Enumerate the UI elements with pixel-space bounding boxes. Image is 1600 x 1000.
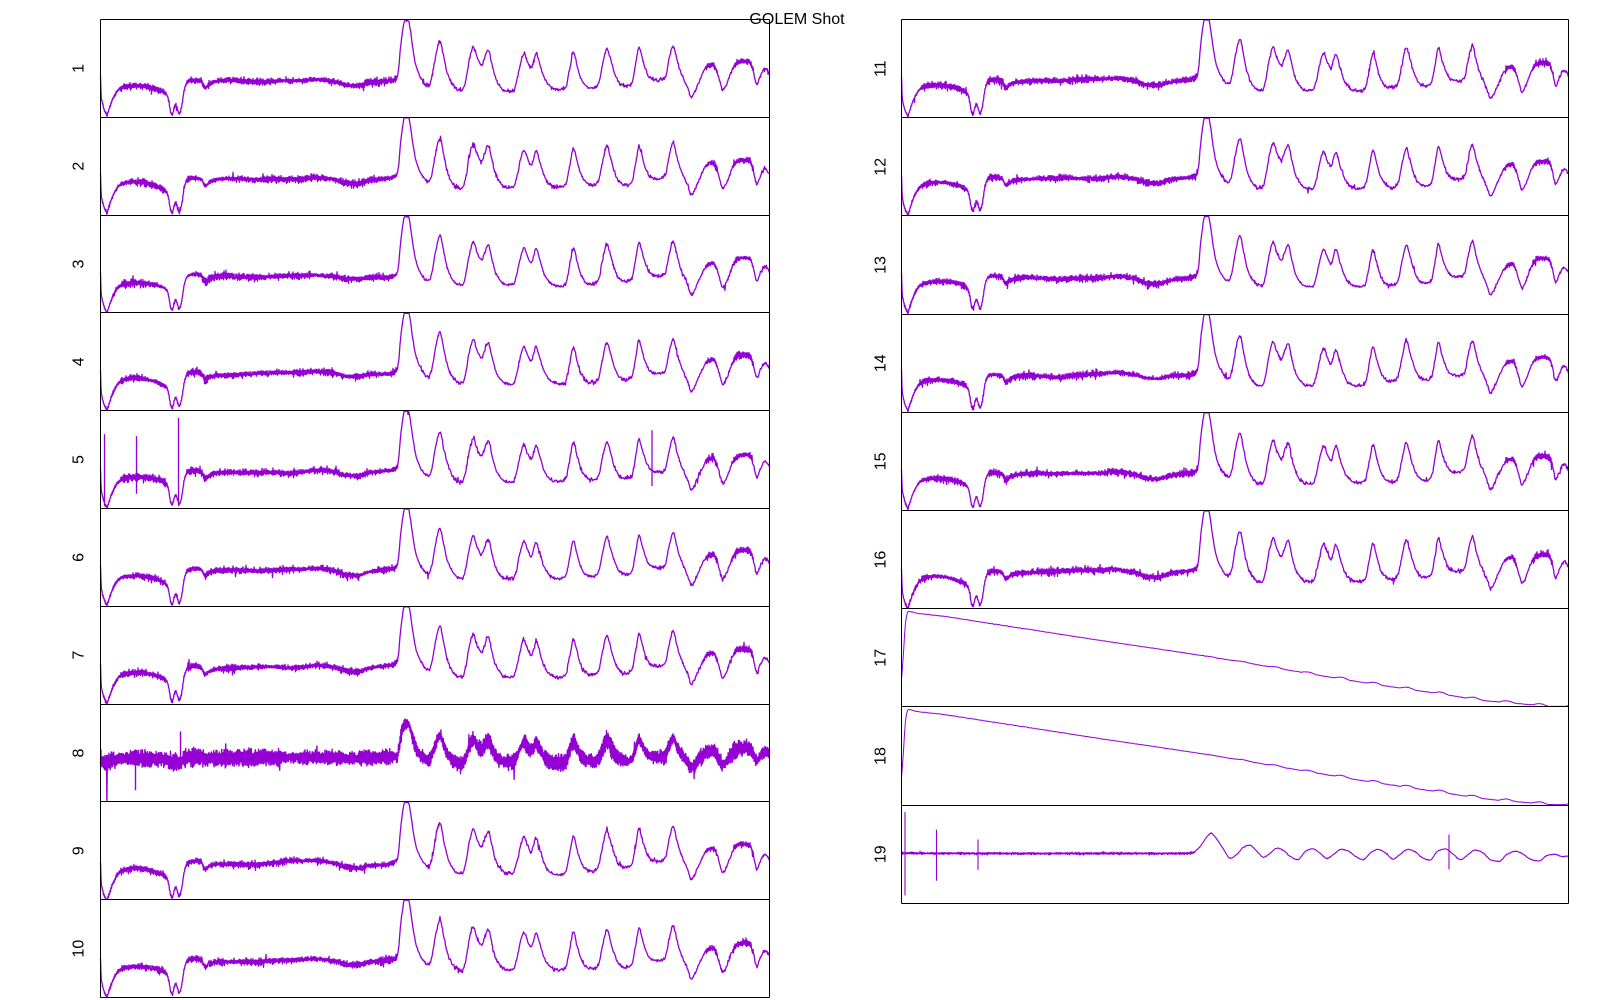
svg-text:13: 13 (873, 256, 890, 274)
svg-text:17: 17 (873, 649, 890, 667)
svg-text:15: 15 (873, 452, 890, 470)
svg-text:8: 8 (71, 748, 88, 757)
svg-text:4: 4 (71, 357, 88, 366)
svg-text:9: 9 (71, 846, 88, 855)
svg-text:2: 2 (71, 162, 88, 171)
svg-text:3: 3 (71, 259, 88, 268)
svg-text:6: 6 (71, 553, 88, 562)
svg-text:10: 10 (71, 940, 88, 958)
svg-text:1: 1 (71, 64, 88, 73)
svg-text:18: 18 (873, 747, 890, 765)
svg-text:5: 5 (71, 455, 88, 464)
svg-text:GOLEM Shot: GOLEM Shot (749, 11, 845, 28)
svg-text:14: 14 (873, 354, 890, 372)
svg-text:7: 7 (71, 651, 88, 660)
svg-text:12: 12 (873, 158, 890, 176)
svg-text:11: 11 (873, 60, 890, 77)
svg-text:19: 19 (873, 845, 890, 863)
svg-text:16: 16 (873, 551, 890, 569)
